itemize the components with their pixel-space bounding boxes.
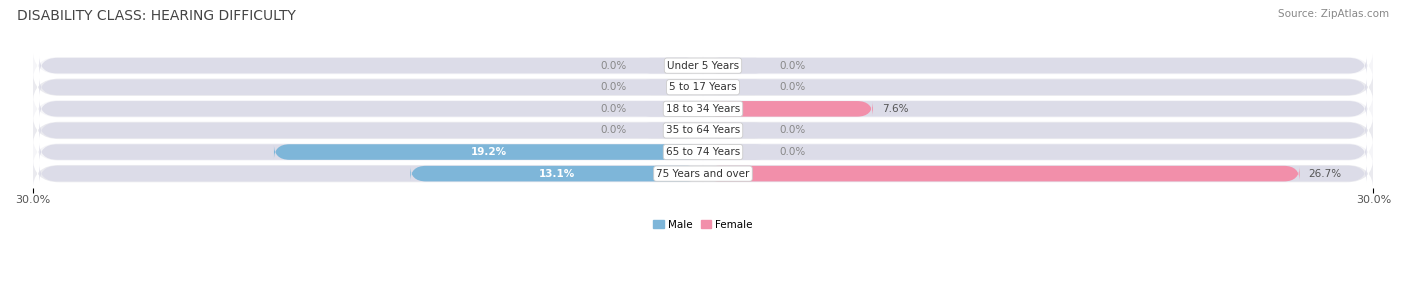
Legend: Male, Female: Male, Female bbox=[650, 216, 756, 234]
Text: 5 to 17 Years: 5 to 17 Years bbox=[669, 82, 737, 92]
FancyBboxPatch shape bbox=[703, 123, 770, 138]
Text: 0.0%: 0.0% bbox=[600, 125, 627, 135]
FancyBboxPatch shape bbox=[274, 144, 703, 160]
FancyBboxPatch shape bbox=[703, 58, 770, 74]
FancyBboxPatch shape bbox=[39, 164, 703, 183]
Text: 65 to 74 Years: 65 to 74 Years bbox=[666, 147, 740, 157]
Text: 0.0%: 0.0% bbox=[600, 61, 627, 71]
FancyBboxPatch shape bbox=[39, 142, 703, 162]
FancyBboxPatch shape bbox=[39, 99, 703, 118]
Text: Under 5 Years: Under 5 Years bbox=[666, 61, 740, 71]
FancyBboxPatch shape bbox=[636, 123, 703, 138]
FancyBboxPatch shape bbox=[32, 113, 1374, 148]
FancyBboxPatch shape bbox=[39, 121, 703, 140]
FancyBboxPatch shape bbox=[703, 121, 1367, 140]
FancyBboxPatch shape bbox=[703, 164, 1367, 183]
FancyBboxPatch shape bbox=[32, 48, 1374, 83]
Text: 19.2%: 19.2% bbox=[471, 147, 506, 157]
FancyBboxPatch shape bbox=[636, 80, 703, 95]
FancyBboxPatch shape bbox=[636, 101, 703, 117]
FancyBboxPatch shape bbox=[703, 142, 1367, 162]
Text: 0.0%: 0.0% bbox=[779, 147, 806, 157]
FancyBboxPatch shape bbox=[39, 56, 703, 75]
FancyBboxPatch shape bbox=[32, 135, 1374, 169]
FancyBboxPatch shape bbox=[703, 56, 1367, 75]
FancyBboxPatch shape bbox=[703, 101, 873, 117]
FancyBboxPatch shape bbox=[39, 78, 703, 97]
FancyBboxPatch shape bbox=[411, 166, 703, 181]
FancyBboxPatch shape bbox=[32, 156, 1374, 191]
FancyBboxPatch shape bbox=[32, 70, 1374, 105]
Text: 35 to 64 Years: 35 to 64 Years bbox=[666, 125, 740, 135]
Text: 0.0%: 0.0% bbox=[600, 82, 627, 92]
Text: 7.6%: 7.6% bbox=[882, 104, 908, 114]
FancyBboxPatch shape bbox=[703, 80, 770, 95]
FancyBboxPatch shape bbox=[636, 58, 703, 74]
Text: 18 to 34 Years: 18 to 34 Years bbox=[666, 104, 740, 114]
Text: Source: ZipAtlas.com: Source: ZipAtlas.com bbox=[1278, 9, 1389, 19]
Text: 75 Years and over: 75 Years and over bbox=[657, 169, 749, 179]
Text: 0.0%: 0.0% bbox=[600, 104, 627, 114]
Text: DISABILITY CLASS: HEARING DIFFICULTY: DISABILITY CLASS: HEARING DIFFICULTY bbox=[17, 9, 295, 23]
Text: 0.0%: 0.0% bbox=[779, 61, 806, 71]
FancyBboxPatch shape bbox=[703, 78, 1367, 97]
Text: 26.7%: 26.7% bbox=[1309, 169, 1341, 179]
Text: 0.0%: 0.0% bbox=[779, 82, 806, 92]
FancyBboxPatch shape bbox=[703, 166, 1299, 181]
Text: 0.0%: 0.0% bbox=[779, 125, 806, 135]
FancyBboxPatch shape bbox=[703, 144, 770, 160]
FancyBboxPatch shape bbox=[32, 92, 1374, 126]
FancyBboxPatch shape bbox=[703, 99, 1367, 118]
Text: 13.1%: 13.1% bbox=[538, 169, 575, 179]
